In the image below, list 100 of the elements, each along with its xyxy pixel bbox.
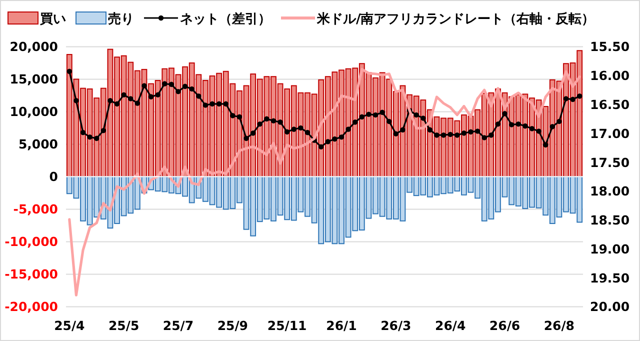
bar [481, 93, 488, 178]
bar [461, 114, 467, 178]
y2-tick-label: 17.50 [590, 154, 630, 170]
bar [236, 176, 242, 204]
bar [80, 88, 86, 178]
bar [66, 176, 72, 194]
bar [358, 176, 365, 230]
bar [154, 80, 161, 178]
bar [318, 176, 324, 244]
bar [175, 74, 182, 178]
y-tick-label: -5,000 [13, 202, 58, 217]
bar [392, 91, 399, 178]
bar [420, 100, 426, 178]
bar [202, 80, 208, 178]
bar [372, 176, 378, 214]
bar [549, 79, 556, 178]
y2-tick-label: 18.50 [590, 212, 630, 228]
legend-label: 買い [39, 12, 66, 27]
legend-label: ネット（差引） [180, 12, 271, 27]
bar [345, 68, 352, 178]
bar [243, 176, 250, 230]
bar [230, 176, 236, 210]
y2-tick-label: 16.50 [590, 96, 630, 112]
y2-tick-label: 17.00 [590, 126, 630, 141]
y2-tick-label: 16.00 [590, 68, 630, 84]
bar [154, 176, 161, 192]
bar [542, 176, 549, 216]
x-tick-label: 25/5 [108, 318, 140, 333]
bar [474, 109, 481, 178]
legend-label: 売り [108, 12, 134, 27]
y2-tick-label: 15.50 [590, 39, 630, 54]
bar [120, 176, 127, 216]
bar [454, 176, 460, 192]
bar [508, 96, 515, 178]
bar [515, 94, 522, 178]
bar [324, 176, 331, 242]
y-tick-label: 10,000 [10, 104, 58, 120]
bar [515, 176, 522, 206]
x-tick-label: 26/8 [544, 318, 575, 333]
bar [426, 176, 433, 198]
bar [114, 56, 120, 178]
bar [549, 176, 556, 224]
bar [290, 176, 297, 221]
bar [304, 176, 310, 217]
bar [148, 83, 154, 178]
bar [366, 176, 372, 219]
bar [536, 176, 542, 208]
bar [495, 176, 501, 212]
bar [570, 176, 576, 214]
bar [209, 75, 216, 178]
bar [324, 76, 331, 178]
bar [379, 176, 386, 217]
bar [522, 94, 528, 178]
y-tick-label: 20,000 [10, 39, 58, 54]
bar [141, 68, 148, 178]
bar [264, 176, 270, 220]
bar [576, 50, 583, 178]
bar [338, 70, 344, 178]
bar [413, 176, 420, 196]
x-tick-label: 26/4 [435, 318, 466, 333]
x-tick-label: 26/1 [326, 318, 357, 333]
bar [196, 74, 202, 178]
bar [222, 70, 229, 178]
bar [298, 176, 304, 212]
bar [168, 68, 174, 178]
bar [345, 176, 352, 238]
bar [481, 176, 488, 222]
bar [447, 118, 454, 178]
bar [298, 92, 304, 178]
bar [256, 78, 263, 178]
y-tick-label: 5,000 [18, 136, 58, 152]
bar [250, 74, 256, 178]
bar [454, 120, 460, 178]
bar [162, 176, 168, 192]
bar [222, 176, 229, 210]
bar [120, 55, 127, 178]
y-tick-label: -10,000 [4, 234, 58, 250]
x-tick-label: 25/4 [54, 318, 86, 333]
y-tick-label: 0 [49, 169, 58, 184]
bar [290, 85, 297, 178]
bar [162, 68, 168, 178]
bar [66, 54, 72, 178]
bar [542, 106, 549, 178]
bar [392, 176, 399, 220]
x-tick-label: 26/3 [380, 318, 412, 333]
bar [182, 176, 188, 197]
bar [372, 77, 378, 178]
bar [188, 62, 195, 178]
x-tick-label: 25/11 [267, 318, 307, 333]
y-tick-label: -15,000 [4, 266, 58, 282]
bar [284, 176, 290, 220]
y-tick-label: 15,000 [10, 72, 58, 87]
y2-tick-label: 19.50 [590, 270, 630, 286]
bar [277, 176, 284, 216]
bar [86, 88, 93, 178]
bar [216, 176, 222, 208]
bar [128, 62, 134, 178]
bar [202, 176, 208, 202]
bar [107, 48, 114, 178]
bar [529, 176, 535, 208]
